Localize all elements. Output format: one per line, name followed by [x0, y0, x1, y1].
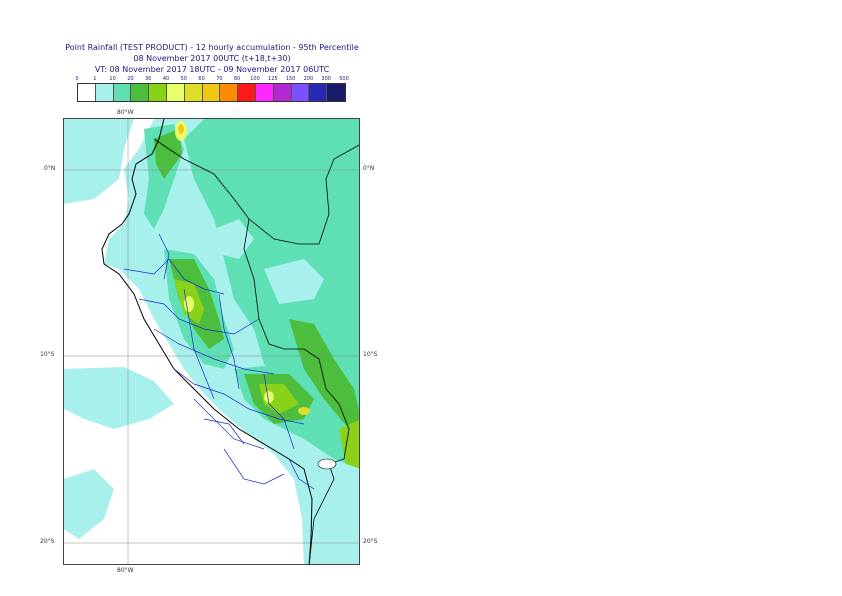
rain-peak-60-70 [178, 124, 184, 134]
legend-tick-label: 60 [198, 76, 205, 82]
legend-tick-label: 10 [109, 76, 116, 82]
national-border [243, 218, 350, 564]
legend-swatch [238, 84, 256, 101]
legend-tick-label: 1 [93, 76, 97, 82]
rain-peak-40-50 [184, 296, 194, 312]
rain-peak-50-60 [298, 407, 310, 415]
legend-tick-label: 30 [145, 76, 152, 82]
rain-area-20-30 [154, 129, 182, 179]
legend-swatch [309, 84, 328, 101]
offshore-rain-patch [64, 119, 134, 204]
legend-tick-label: 80 [234, 76, 241, 82]
legend-tick-label: 70 [216, 76, 223, 82]
valid-time-label: VT: 08 November 2017 18UTC - 09 November… [94, 65, 330, 74]
legend-swatch [113, 84, 132, 101]
lat-label-right: 10°S [363, 351, 378, 358]
legend-labels: 0 1 10 20 30 40 50 60 70 80 100 125 150 200 300 500 [0, 76, 842, 86]
color-legend [77, 83, 346, 102]
lat-label-left: 20°S [40, 538, 55, 545]
legend-swatch [273, 84, 292, 101]
legend-swatch [202, 84, 221, 101]
bottom-longitude-label: 80°W [117, 567, 134, 574]
legend-swatch [78, 84, 96, 101]
map-svg [64, 119, 359, 564]
rain-area-1-10 [264, 259, 324, 304]
lat-label-right: 20°S [363, 538, 378, 545]
legend-swatch [220, 84, 239, 101]
legend-swatch [255, 84, 274, 101]
national-border [153, 138, 359, 245]
legend-tick-label: 125 [268, 76, 278, 82]
legend-swatch [327, 84, 345, 101]
rainfall-map [63, 118, 360, 565]
run-time-label: 08 November 2017 00UTC (t+18,t+30) [133, 54, 291, 63]
legend-swatch [149, 84, 167, 101]
offshore-rain-patch [64, 469, 114, 539]
legend-tick-label: 300 [321, 76, 331, 82]
offshore-rain-patch [64, 367, 174, 429]
rain-area-20-30 [289, 319, 359, 429]
lake-titicaca [317, 458, 337, 470]
lat-label-right: 0°N [363, 165, 375, 172]
legend-tick-label: 200 [303, 76, 314, 82]
regional-borders [123, 233, 315, 490]
legend-tick-label: 20 [127, 76, 134, 82]
legend-tick-label: 100 [250, 76, 260, 82]
lat-label-left: 0°N [44, 165, 56, 172]
rain-peak-40-50 [264, 391, 274, 403]
legend-tick-label: 50 [180, 76, 187, 82]
legend-tick-label: 500 [339, 76, 349, 82]
legend-tick-label: 0 [75, 76, 79, 82]
legend-tick-label: 150 [285, 76, 296, 82]
legend-swatch [166, 84, 185, 101]
top-longitude-label: 80°W [117, 109, 134, 116]
map-title: Point Rainfall (TEST PRODUCT) - 12 hourl… [65, 43, 359, 52]
legend-swatch [95, 84, 114, 101]
legend-swatch [131, 84, 150, 101]
rain-area-30-40 [339, 419, 359, 469]
legend-tick-label: 40 [162, 76, 170, 82]
legend-swatch [291, 84, 310, 101]
lat-label-left: 10°S [40, 351, 55, 358]
legend-swatch [184, 84, 203, 101]
